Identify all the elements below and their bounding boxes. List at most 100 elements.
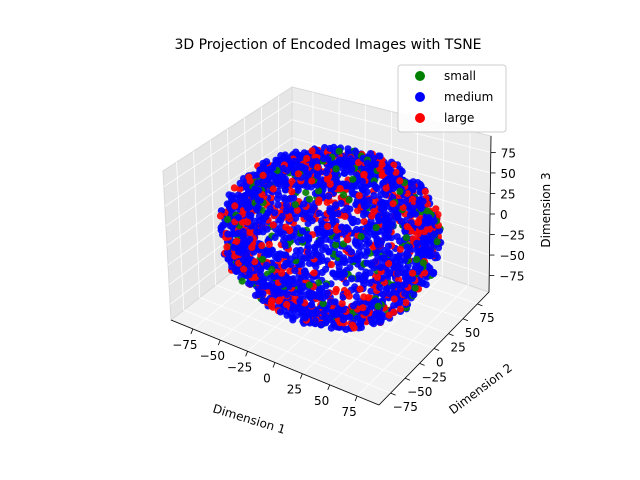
- point-medium: [259, 176, 267, 184]
- point-medium: [352, 240, 360, 248]
- point-large: [246, 177, 254, 185]
- point-large: [248, 243, 256, 251]
- y-tick-label: 0: [436, 356, 444, 370]
- point-small: [305, 195, 314, 203]
- point-medium: [352, 182, 360, 190]
- legend: small medium large: [397, 64, 507, 133]
- point-medium: [236, 179, 244, 187]
- x-tick-mark: [272, 362, 276, 368]
- point-medium: [300, 267, 308, 276]
- point-medium: [291, 267, 299, 275]
- point-medium: [254, 203, 262, 211]
- point-large: [373, 273, 381, 281]
- point-medium: [298, 260, 306, 268]
- point-large: [230, 184, 238, 192]
- point-medium: [247, 211, 255, 219]
- grid-z-back: [291, 119, 491, 174]
- point-medium: [306, 294, 315, 302]
- point-medium: [319, 246, 327, 254]
- point-medium: [374, 241, 383, 249]
- point-medium: [346, 155, 354, 163]
- point-large: [390, 308, 398, 316]
- x-tick-label: −75: [172, 338, 197, 352]
- point-large: [396, 177, 404, 185]
- point-medium: [290, 194, 298, 202]
- point-large: [265, 240, 273, 248]
- point-medium: [313, 309, 321, 317]
- point-small: [340, 191, 348, 199]
- point-medium: [314, 226, 322, 234]
- point-medium: [224, 249, 232, 257]
- grid-x-floor: [329, 275, 443, 386]
- point-medium: [262, 213, 270, 221]
- point-large: [236, 185, 244, 193]
- point-medium: [292, 214, 300, 222]
- point-medium: [401, 280, 409, 288]
- point-medium: [386, 166, 394, 174]
- z-tick-label: −50: [500, 249, 525, 263]
- point-large: [288, 177, 296, 185]
- point-medium: [280, 236, 288, 245]
- point-medium: [401, 290, 409, 298]
- point-medium: [373, 185, 381, 193]
- grid-x-back: [441, 124, 445, 277]
- point-medium: [271, 209, 279, 217]
- z-tick-label: 0: [500, 208, 508, 222]
- point-small: [319, 300, 327, 308]
- point-medium: [255, 290, 263, 299]
- point-medium: [313, 172, 321, 180]
- point-large: [399, 203, 407, 212]
- point-medium: [325, 248, 333, 256]
- y-tick-label: −25: [422, 370, 447, 384]
- point-medium: [348, 165, 356, 173]
- point-large: [378, 160, 386, 169]
- x-tick-mark: [190, 328, 194, 335]
- point-small: [423, 207, 431, 215]
- point-medium: [259, 228, 267, 236]
- point-large: [294, 170, 302, 178]
- point-medium: [352, 293, 360, 301]
- point-medium: [332, 201, 340, 209]
- point-small: [357, 232, 365, 241]
- point-medium: [427, 237, 435, 245]
- point-medium: [308, 301, 316, 309]
- grid-x-floor: [356, 284, 469, 397]
- point-medium: [266, 205, 274, 213]
- point-large: [278, 269, 286, 277]
- point-large: [338, 299, 346, 307]
- point-large: [308, 177, 316, 185]
- legend-frame: [397, 64, 507, 133]
- z-axis-label: Dimension 3: [539, 172, 553, 247]
- point-medium: [318, 268, 326, 277]
- point-medium: [337, 273, 345, 281]
- point-medium: [344, 225, 352, 233]
- point-medium: [317, 239, 325, 247]
- point-medium: [339, 306, 347, 314]
- point-large: [315, 196, 323, 204]
- x-tick-mark: [299, 373, 303, 379]
- point-medium: [388, 217, 396, 226]
- x-tick-mark: [217, 339, 221, 346]
- point-large: [259, 171, 267, 179]
- point-medium: [386, 250, 394, 258]
- point-large: [355, 192, 363, 200]
- point-medium: [219, 221, 227, 229]
- point-medium: [335, 263, 343, 271]
- point-large: [343, 289, 351, 297]
- point-medium: [326, 144, 334, 153]
- point-medium: [255, 186, 263, 194]
- point-medium: [271, 233, 279, 242]
- grid-z-back: [291, 101, 491, 153]
- point-medium: [322, 235, 330, 243]
- point-medium: [376, 283, 384, 291]
- z-tick-label: 75: [501, 146, 516, 160]
- point-medium: [279, 277, 287, 285]
- point-large: [389, 200, 397, 208]
- point-large: [283, 300, 291, 309]
- point-large: [378, 171, 386, 179]
- point-large: [402, 299, 410, 307]
- point-large: [360, 217, 368, 225]
- point-large: [336, 185, 344, 193]
- point-large: [415, 217, 423, 225]
